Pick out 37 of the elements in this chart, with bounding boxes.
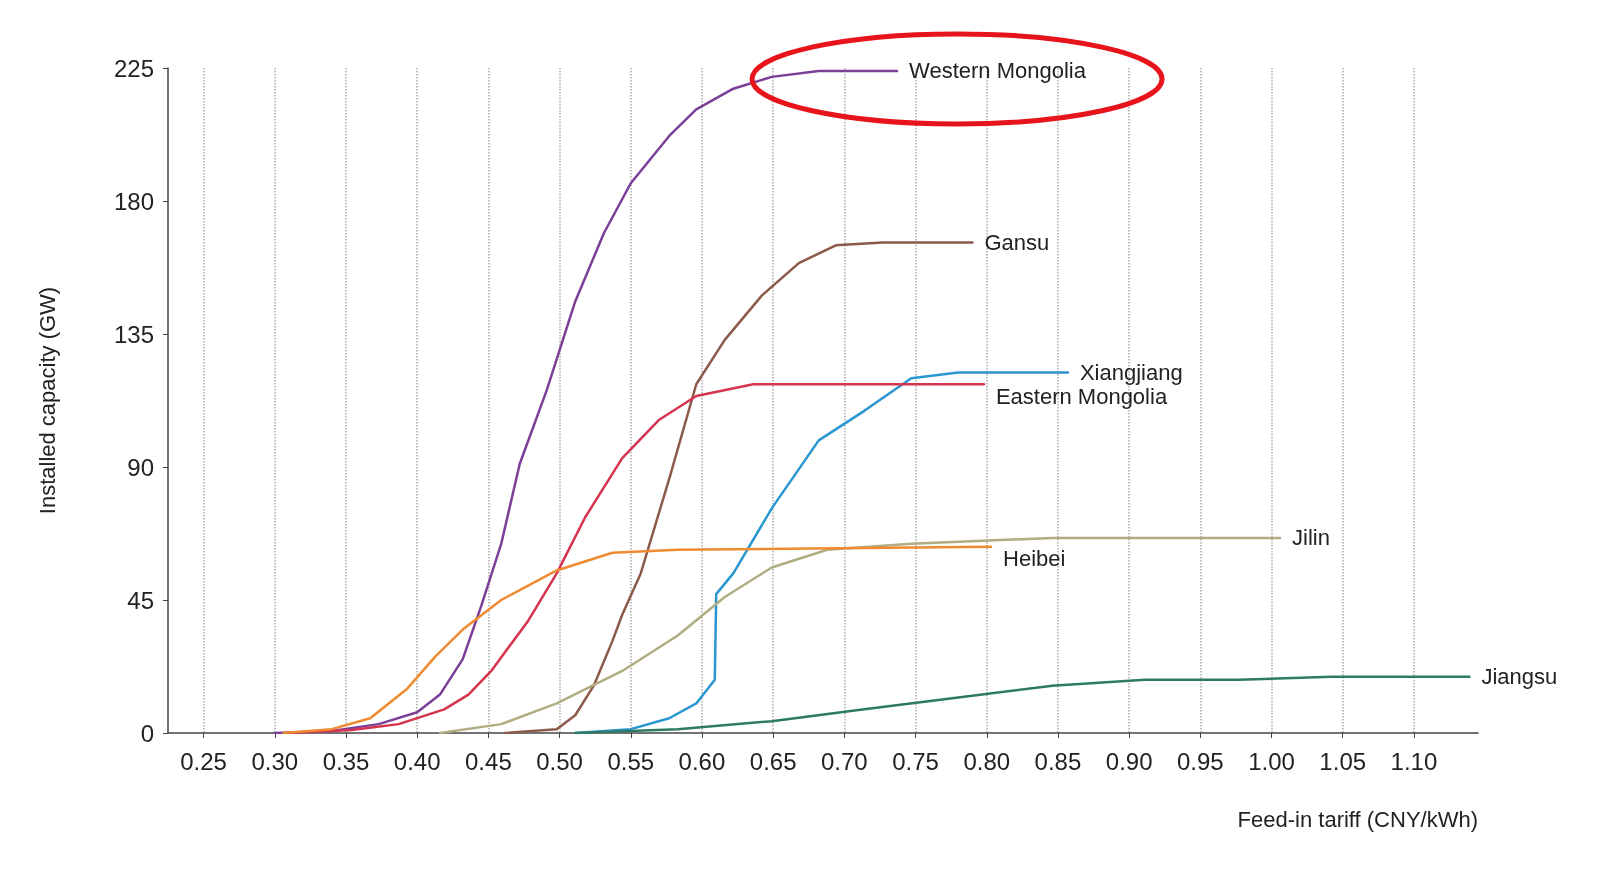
x-tick-label: 0.30 [251,747,299,775]
x-tick-label: 0.35 [322,747,370,775]
series-label: Jiangsu [1481,664,1558,690]
x-tick-label: 0.25 [180,747,227,775]
x-tick-label: 0.50 [536,747,583,775]
y-tick-label: 180 [113,187,154,215]
x-tick-label: 0.80 [963,747,1011,775]
x-tick-label: 0.40 [393,747,441,775]
y-tick-label: 0 [140,719,154,747]
x-tick-label: 0.90 [1105,747,1153,775]
x-tick-label: 0.60 [678,747,726,775]
x-tick-label: 1.00 [1248,747,1295,775]
x-tick-label: 1.05 [1319,747,1367,775]
series-label: Xiangjiang [1079,359,1183,385]
x-axis-title: Feed-in tariff (CNY/kWh) [1237,806,1478,832]
series-label: Heibei [1003,546,1066,572]
y-tick-label: 45 [127,586,154,614]
line-series [504,241,974,735]
y-tick-label: 90 [127,453,154,481]
x-tick-label: 0.95 [1176,747,1224,775]
line-series [438,536,1282,735]
series-label: Jilin [1292,525,1330,551]
x-tick-label: 0.65 [749,747,797,775]
line-series [282,545,993,735]
x-tick-label: 0.75 [892,747,939,775]
x-tick-label: 0.70 [821,747,868,775]
line-series [573,675,1471,735]
line-series [273,69,899,735]
x-tick-label: 0.55 [607,747,655,775]
series-label: Gansu [984,229,1050,255]
series-label: Western Mongolia [909,58,1087,84]
x-tick-label: 0.85 [1034,747,1082,775]
x-tick-label: 0.45 [465,747,512,775]
y-tick-label: 225 [113,54,154,82]
y-tick-label: 135 [113,320,154,348]
y-axis-title: Installed capacity (GW) [34,286,60,515]
x-tick-label: 1.10 [1390,747,1438,775]
